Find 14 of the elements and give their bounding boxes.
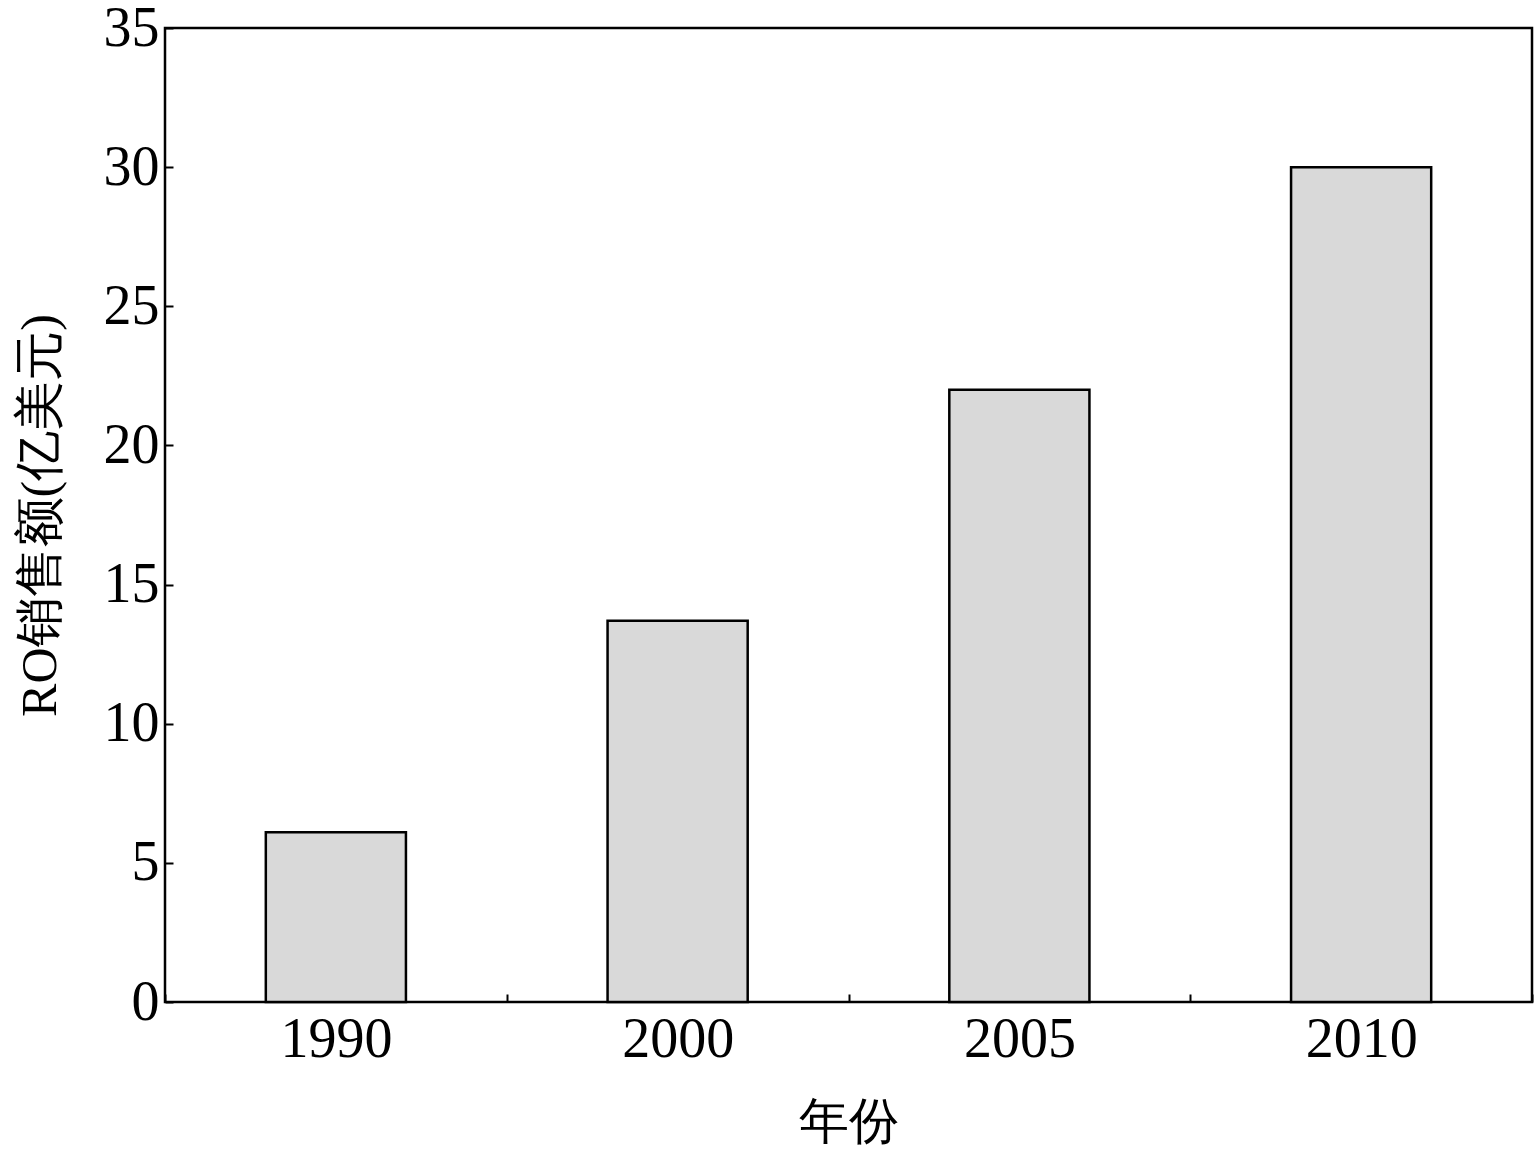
x-axis-title: 年份 [799, 1092, 899, 1149]
x-tick-label: 2010 [1305, 1006, 1418, 1069]
y-tick-label: 20 [103, 412, 160, 475]
y-tick-label: 30 [103, 134, 160, 197]
x-tick-label: 2005 [963, 1006, 1076, 1069]
y-tick-label: 5 [131, 830, 160, 893]
y-tick-label: 15 [103, 552, 160, 615]
y-tick-label: 10 [103, 691, 160, 754]
y-tick-label: 25 [103, 273, 160, 336]
y-tick-label: 35 [103, 0, 160, 58]
y-axis-title: RO销售额(亿美元) [10, 314, 67, 717]
x-tick-label: 1990 [280, 1006, 393, 1069]
y-tick-label: 0 [131, 969, 160, 1032]
x-tick-label: 2000 [622, 1006, 735, 1069]
